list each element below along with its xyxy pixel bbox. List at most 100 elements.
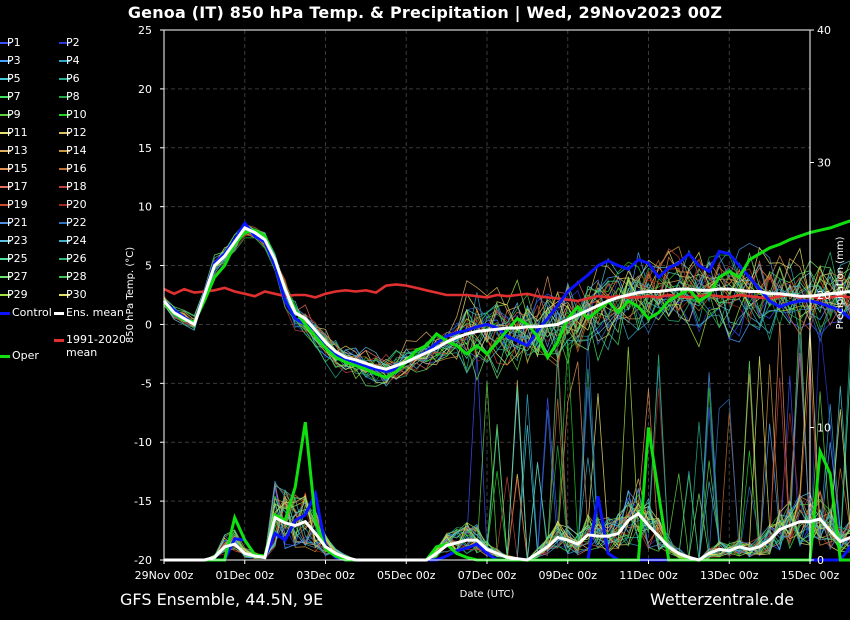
legend-label: P30 — [66, 288, 87, 301]
ens-mean-precip-line — [164, 511, 850, 562]
legend-label: P16 — [66, 162, 87, 175]
legend-swatch — [59, 240, 70, 242]
legend-label: P6 — [66, 72, 80, 85]
legend-swatch — [0, 114, 11, 116]
x-tick-label: 15Dec 00z — [781, 569, 840, 582]
member-precip-line — [164, 346, 850, 561]
x-axis: 29Nov 00z 01Dec 00z 03Dec 00z 05Dec 00z 07De… — [135, 560, 840, 582]
y-tick-label: 5 — [145, 260, 152, 273]
legend-label: Oper — [12, 349, 39, 362]
y2-tick-label: 0 — [817, 554, 824, 567]
member-precip-line — [164, 360, 850, 561]
legend-swatch — [0, 96, 11, 98]
legend-label: P10 — [66, 108, 87, 121]
y-tick-label: 0 — [145, 318, 152, 331]
x-tick-label: 01Dec 00z — [215, 569, 274, 582]
legend-swatch — [59, 204, 70, 206]
y-tick-label: 15 — [138, 142, 152, 155]
legend-swatch — [59, 114, 70, 116]
legend-swatch — [0, 222, 11, 224]
footer-model: GFS Ensemble, 44.5N, 9E — [120, 590, 324, 609]
legend-swatch — [0, 312, 10, 315]
member-precip-line — [164, 363, 850, 561]
legend-swatch — [59, 96, 70, 98]
legend-swatch — [54, 339, 64, 342]
legend-swatch — [59, 258, 70, 260]
legend-swatch — [0, 60, 11, 62]
legend-label: P18 — [66, 180, 87, 193]
legend-swatch — [59, 42, 70, 44]
legend-swatch — [0, 42, 11, 44]
member-precip-line — [164, 333, 850, 561]
legend-label: P7 — [7, 90, 21, 103]
legend-swatch — [0, 355, 10, 358]
legend-label: P25 — [7, 252, 28, 265]
x-tick-label: 05Dec 00z — [377, 569, 436, 582]
main-series — [162, 219, 850, 562]
x-tick-label: 07Dec 00z — [458, 569, 517, 582]
legend-swatch — [0, 168, 11, 170]
legend-label: P27 — [7, 270, 28, 283]
y-axis-left: -20 -15 -10 -5 0 5 10 15 20 25 — [134, 24, 164, 567]
legend-label: P29 — [7, 288, 28, 301]
y-tick-label: 10 — [138, 201, 152, 214]
legend-label: P19 — [7, 198, 28, 211]
legend-label: P24 — [66, 234, 87, 247]
legend-label: P9 — [7, 108, 21, 121]
legend-swatch — [59, 78, 70, 80]
y2-tick-label: 40 — [817, 24, 831, 37]
member-precip-line — [164, 352, 850, 561]
legend-label: P26 — [66, 252, 87, 265]
legend-swatch — [0, 150, 11, 152]
legend-label: Control — [12, 306, 52, 319]
y-tick-label: 20 — [138, 83, 152, 96]
legend-swatch — [59, 132, 70, 134]
legend-swatch — [59, 168, 70, 170]
x-tick-label: 29Nov 00z — [135, 569, 194, 582]
legend-swatch — [59, 186, 70, 188]
ens-mean-temp-line — [162, 226, 850, 371]
y2-tick-label: 30 — [817, 157, 831, 170]
legend-label: P11 — [7, 126, 28, 139]
legend-label: P1 — [7, 36, 21, 49]
legend-swatch — [59, 276, 70, 278]
control-temp-line — [162, 220, 850, 374]
y-tick-label: -10 — [134, 436, 152, 449]
legend-swatch — [0, 186, 11, 188]
legend-swatch — [0, 78, 11, 80]
x-axis-label: Date (UTC) — [460, 589, 515, 600]
legend-label: P8 — [66, 90, 80, 103]
legend-swatch — [0, 204, 11, 206]
legend-label: P22 — [66, 216, 87, 229]
legend-label: P15 — [7, 162, 28, 175]
legend-swatch — [59, 60, 70, 62]
legend-swatch — [0, 258, 11, 260]
member-precip-line — [164, 354, 850, 561]
legend-label: P13 — [7, 144, 28, 157]
y2-tick-label: 10 — [817, 422, 831, 435]
member-precip-line — [164, 341, 850, 561]
y2-tick-label: 20 — [817, 289, 831, 302]
y-tick-label: -15 — [134, 495, 152, 508]
member-precip-line — [164, 340, 850, 561]
x-tick-label: 09Dec 00z — [538, 569, 597, 582]
legend-label: P12 — [66, 126, 87, 139]
legend-swatch — [59, 294, 70, 296]
climate-mean-line — [163, 283, 850, 303]
legend-label: P20 — [66, 198, 87, 211]
legend-label: P21 — [7, 216, 28, 229]
legend-swatch — [59, 222, 70, 224]
legend-label: P17 — [7, 180, 28, 193]
legend-label: P3 — [7, 54, 21, 67]
legend-label: P28 — [66, 270, 87, 283]
legend-label: 1991-2020 mean — [66, 333, 126, 359]
member-precip-line — [164, 352, 850, 561]
y-tick-label: -5 — [141, 377, 152, 390]
legend-swatch — [0, 276, 11, 278]
member-precip-line — [164, 334, 850, 561]
member-precip-line — [164, 364, 850, 561]
y-axis-label: 850 hPa Temp. (°C) — [125, 247, 136, 343]
legend-label: P23 — [7, 234, 28, 247]
y-tick-label: -20 — [134, 554, 152, 567]
